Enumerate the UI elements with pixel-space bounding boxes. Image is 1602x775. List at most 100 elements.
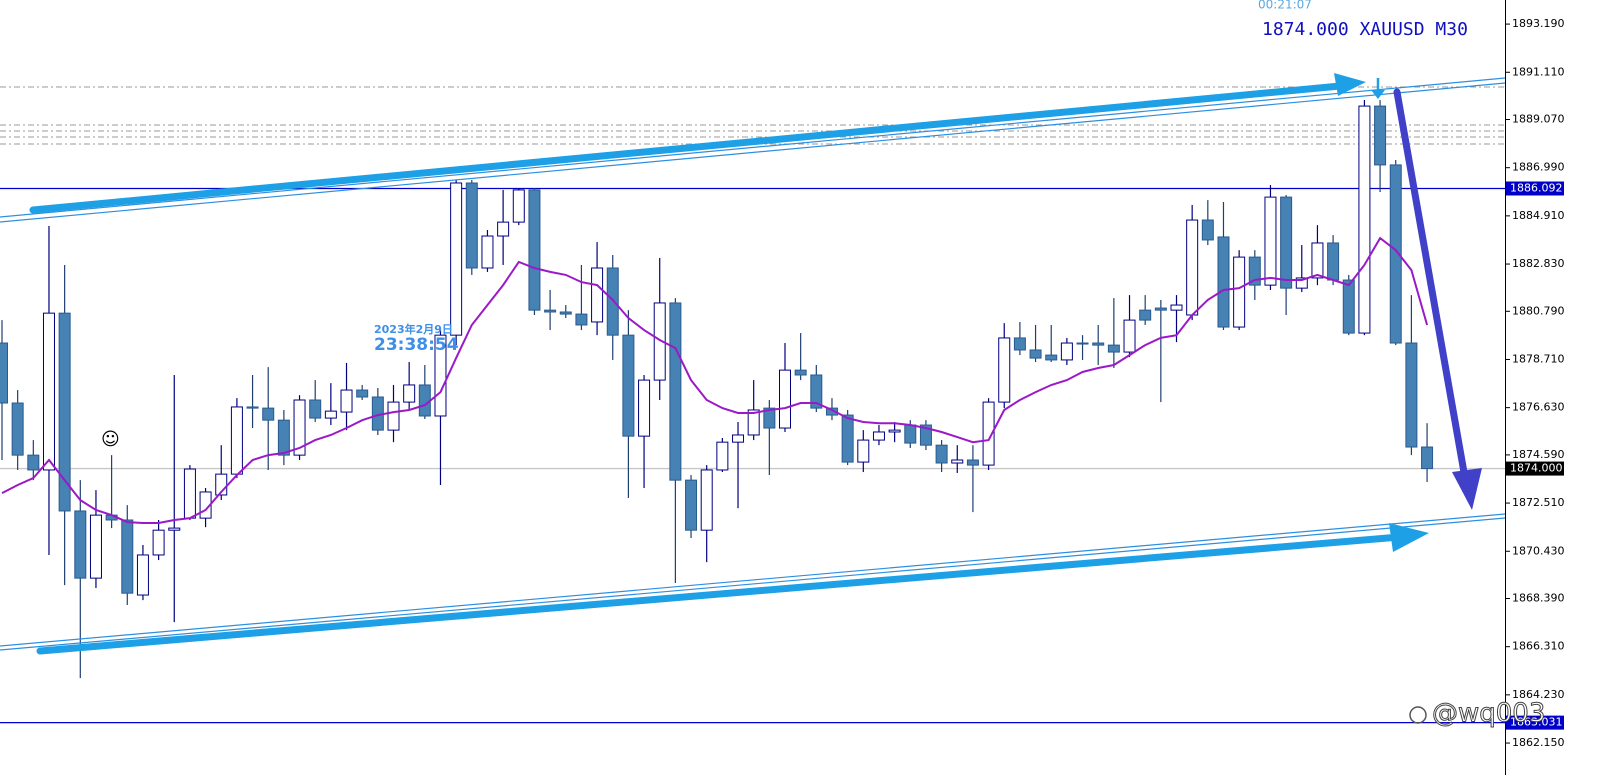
y-tick-label: 1870.430 [1512,544,1565,557]
arrows [29,73,1482,655]
candle-body [1107,344,1120,353]
plot-area [0,73,1505,724]
arrow-head [1334,73,1366,96]
candle-body [622,334,635,437]
countdown: 00:21:07 [1258,0,1312,12]
candle-body [1342,279,1355,334]
candle-body [1201,219,1214,241]
candle-body [403,384,416,403]
candle-body [966,459,979,466]
arrow-head [1452,468,1482,510]
y-tick-label: 1882.830 [1512,257,1565,270]
watermark-text: @wq003 [1432,699,1545,729]
signal-arrow-head [1371,90,1385,99]
candle-body [1280,196,1293,289]
candle-body [1045,354,1058,361]
candles [0,100,1434,679]
candle-body [293,399,306,456]
candle-body [763,407,776,429]
candle-body [935,444,948,464]
candle-body [1217,236,1230,328]
candle-body [136,554,149,596]
candle-body [27,454,40,471]
channel [0,77,1505,651]
candle-body [591,267,604,323]
y-tick-label: 1886.990 [1512,161,1565,174]
candle-body [528,189,541,311]
candle-body [1327,242,1340,281]
symbol-title: 1874.000 XAUUSD M30 [1262,19,1468,40]
candle-body [732,434,745,443]
candle-body [1154,307,1167,311]
candle-body [434,334,447,417]
candle-body [653,302,666,381]
y-tick-label: 1872.510 [1512,496,1565,509]
candle-body [1248,256,1261,286]
candle-body [340,389,353,413]
channel-upper [0,77,1505,218]
candle-body [1421,446,1434,470]
candle-body [277,419,290,456]
y-tick-label: 1868.390 [1512,592,1565,605]
candle-body [559,311,572,315]
candle-body [1092,342,1105,346]
candle-body [1311,242,1324,279]
moving-average [1,236,1429,524]
y-tick-label: 1874.590 [1512,448,1565,461]
candle-body [215,473,228,496]
candle-body [1389,164,1402,344]
candle-body [309,399,322,419]
date-annotation: 2023年2月9日 [374,322,453,336]
arrow-shaft [36,533,1404,655]
y-tick-label: 1876.630 [1512,401,1565,414]
candle-body [89,514,102,579]
candle-body [324,410,337,419]
candle-body [0,342,8,404]
y-tick-label: 1891.110 [1512,65,1565,78]
candle-body [1374,105,1387,166]
candle-body [512,189,525,223]
candle-body [1013,337,1026,351]
channel-lower [0,517,1505,651]
price-label: 1863.031 [1510,716,1563,729]
candle-body [857,439,870,463]
arrow-shaft [1393,88,1469,482]
candle-body [904,424,917,444]
price-label-bg [1506,181,1564,196]
candle-body [1186,219,1199,316]
candle-body [356,389,369,398]
watermark: @wq003 [1409,698,1546,729]
watermark-icon [1409,706,1427,724]
y-tick-label: 1880.790 [1512,304,1565,317]
candle-body [121,519,134,594]
candle-body [418,384,431,417]
channel-upper [0,82,1505,223]
candle-body [951,459,964,464]
candle-body [168,527,181,531]
candle-body [1233,256,1246,328]
channel-lower [0,513,1505,647]
ma-line [1,236,1429,524]
y-tick-label: 1878.710 [1512,352,1565,365]
time-annotation: 23:38:54 [374,335,459,355]
candle-body [230,406,243,475]
candle-body [700,469,713,531]
candle-body [1060,342,1073,361]
arrow-shaft [29,82,1344,214]
candle-body [872,431,885,441]
candle-body [638,379,651,437]
y-tick-label: 1866.310 [1512,640,1565,653]
y-tick-label: 1889.070 [1512,113,1565,126]
price-label: 1886.092 [1510,181,1563,194]
candle-body [152,529,165,556]
price-label-bg [1506,715,1564,730]
candle-body [1076,342,1089,345]
candle-body [544,309,557,313]
candle-body [716,441,729,471]
candle-body [685,479,698,531]
candle-body [1123,319,1136,353]
smiley-marker: ☺ [101,429,120,450]
candle-body [998,337,1011,403]
candle-body [779,369,791,429]
